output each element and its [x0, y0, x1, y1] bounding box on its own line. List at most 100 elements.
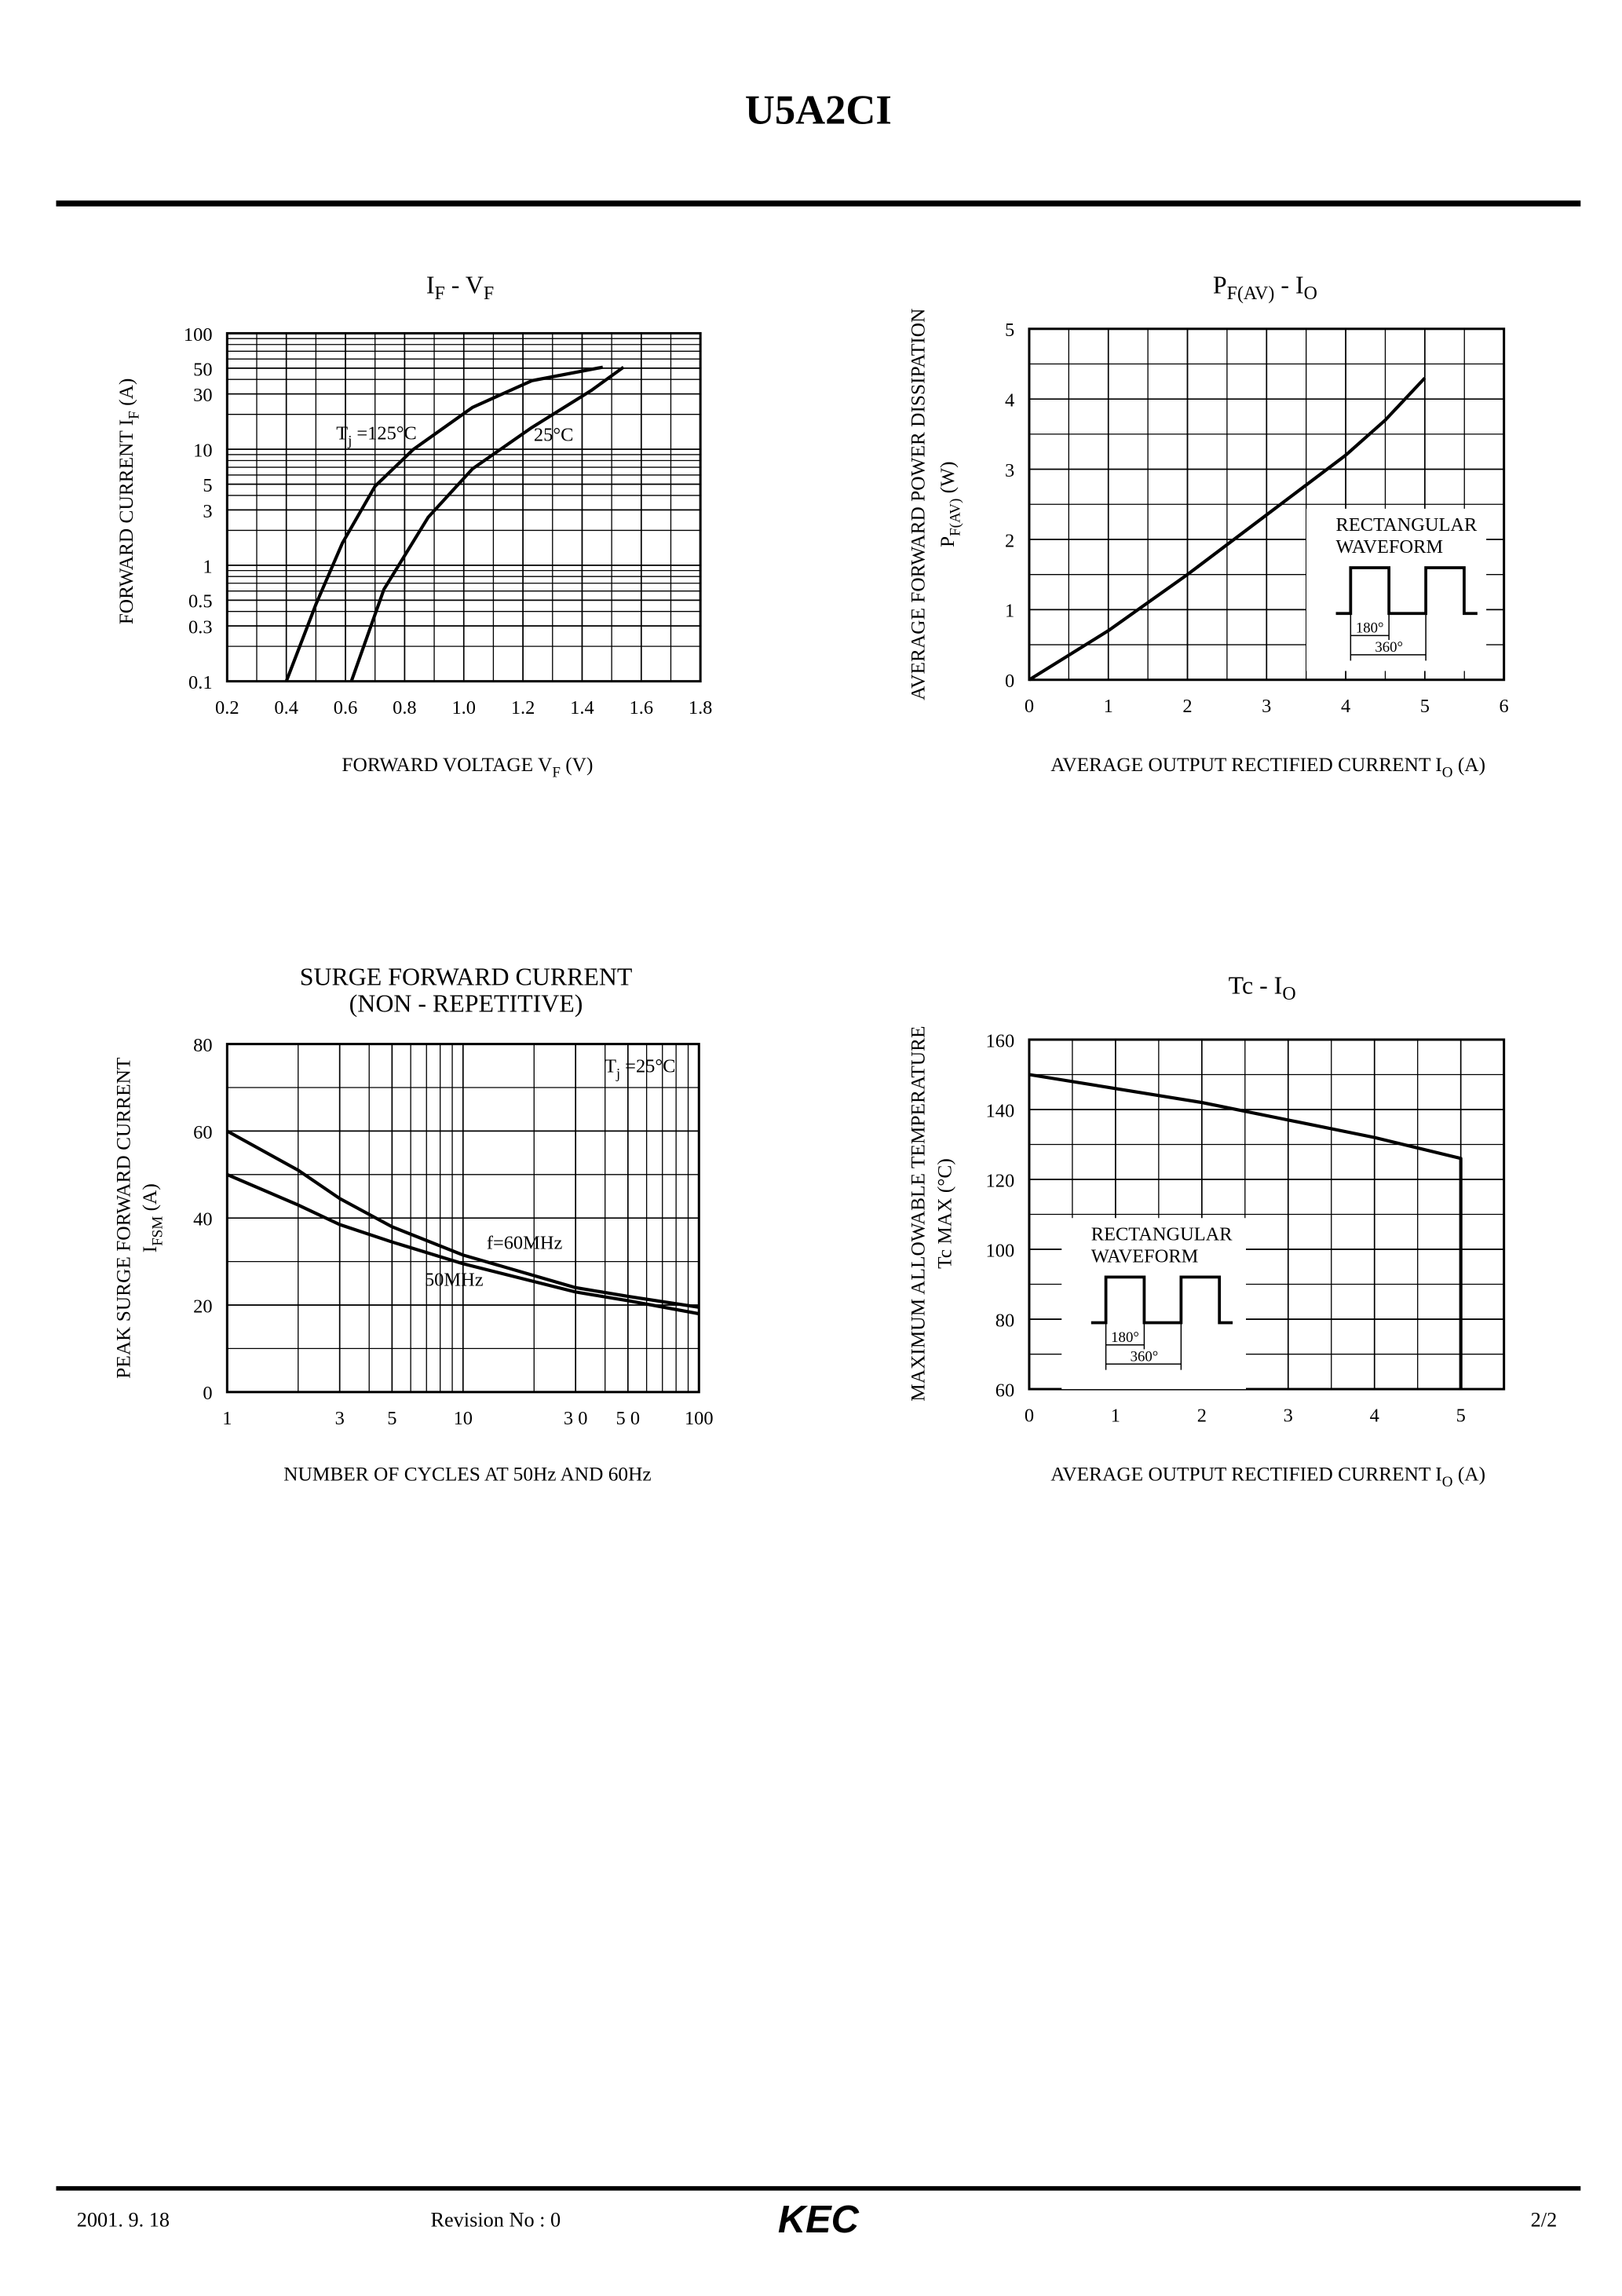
y-tick-label: 120 — [986, 1170, 1015, 1191]
x-tick-label: 100 — [685, 1408, 714, 1429]
chart-title-part: SURGE FORWARD CURRENT — [300, 963, 633, 990]
x-tick-label: 4 — [1341, 696, 1350, 717]
inset-label: 180° — [1356, 620, 1384, 637]
y-axis-label-part: (W) — [937, 462, 959, 499]
inset-text: RECTANGULAR — [1336, 514, 1478, 536]
x-axis-label: NUMBER OF CYCLES AT 50Hz AND 60Hz — [283, 1463, 651, 1485]
y-tick-label: 0.3 — [188, 617, 213, 638]
inset-label: 360° — [1375, 639, 1403, 656]
x-tick-label: 1.8 — [689, 697, 713, 718]
inset-text: RECTANGULAR — [1091, 1223, 1233, 1245]
y-tick-label: 60 — [193, 1122, 212, 1143]
y-axis-label-part: I — [139, 1246, 161, 1252]
series-label: 50MHz — [425, 1270, 484, 1291]
footer-page: 2/2 — [1531, 2209, 1558, 2232]
x-tick-label: 3 0 — [564, 1408, 588, 1429]
x-axis-label-part: (A) — [1452, 754, 1485, 776]
x-tick-label: 1.2 — [511, 697, 535, 718]
chart-title: SURGE FORWARD CURRENT — [300, 963, 633, 990]
x-axis-label-part: AVERAGE OUTPUT RECTIFIED CURRENT I — [1050, 754, 1441, 776]
curve — [226, 1172, 700, 1316]
y-tick-label: 0 — [1005, 671, 1014, 692]
x-tick-label: 1.6 — [630, 697, 654, 718]
chart-title-part: - I — [1274, 272, 1303, 299]
inset-label: 180° — [1111, 1329, 1139, 1346]
x-tick-label: 3 — [1262, 696, 1271, 717]
inset-text: WAVEFORM — [1336, 536, 1444, 558]
x-tick-label: 5 — [1420, 696, 1430, 717]
inset-text: WAVEFORM — [1091, 1246, 1199, 1267]
annotation-part: T — [605, 1055, 616, 1077]
y-tick-label: 5 — [203, 475, 212, 496]
chart-title-part: O — [1304, 283, 1317, 304]
y-tick-label: 10 — [193, 441, 212, 462]
x-tick-label: 4 — [1370, 1405, 1379, 1426]
series-label: f=60MHz — [487, 1233, 563, 1254]
dimension-lines — [1105, 1322, 1182, 1370]
x-tick-label: 3 — [1284, 1405, 1293, 1426]
series-label: 25°C — [534, 425, 573, 446]
annotation: Tj =25°C — [605, 1055, 675, 1081]
x-tick-label: 1 — [1111, 1405, 1120, 1426]
y-axis-label: AVERAGE FORWARD POWER DISSIPATION — [908, 309, 930, 700]
page-title: U5A2CI — [745, 88, 892, 133]
y-axis-label-part: PEAK SURGE FORWARD CURRENT — [112, 1057, 134, 1379]
footer-logo: KEC — [778, 2199, 860, 2241]
y-tick-label: 60 — [995, 1380, 1014, 1401]
chart: 0 1 2 3 4 5 60 80 100 120 140 160 RECTANGULARWAVEFOR… — [986, 1030, 1506, 1426]
y-tick-label: 100 — [986, 1240, 1015, 1261]
y-tick-label: 0.1 — [188, 672, 213, 693]
chart-title-part: I — [426, 272, 435, 299]
y-axis-label-part: MAXIMUM ALLOWABLE TEMPERATURE — [908, 1026, 930, 1401]
y-tick-label: 20 — [193, 1296, 212, 1317]
y-axis-label-part: F(AV) — [948, 499, 964, 536]
curve — [226, 1129, 700, 1309]
y-tick-label: 5 — [1005, 320, 1014, 341]
x-tick-label: 0.8 — [393, 697, 417, 718]
inset-background — [1306, 508, 1487, 671]
chart-title-part: (NON - REPETITIVE) — [349, 989, 583, 1017]
y-axis-label-part: AVERAGE FORWARD POWER DISSIPATION — [908, 309, 930, 700]
waveform — [1090, 1275, 1233, 1325]
plot-frame — [1028, 327, 1506, 682]
y-tick-label: 50 — [193, 359, 212, 380]
annotation-part: j — [616, 1066, 620, 1081]
x-tick-label: 6 — [1500, 696, 1509, 717]
series-label-part: 25°C — [534, 425, 573, 446]
x-axis-label-part: NUMBER OF CYCLES AT 50Hz AND 60Hz — [283, 1463, 651, 1485]
inset-background — [1061, 1218, 1247, 1390]
chart-title: IF - VF — [426, 272, 494, 305]
x-axis-label: AVERAGE OUTPUT RECTIFIED CURRENT IO (A) — [1050, 754, 1485, 781]
series-label-part: j — [347, 433, 352, 448]
chart-title-part: Tc - I — [1229, 972, 1283, 1000]
y-tick-label: 0.5 — [188, 591, 213, 612]
y-axis-label: PF(AV) (W) — [937, 462, 964, 547]
curve — [1028, 376, 1427, 682]
y-axis-label-part: FSM — [150, 1216, 166, 1246]
chart: 0.2 0.4 0.6 0.8 1.0 1.2 1.4 1.6 1.8 0.1 0.3 0.5 1 3 5 1… — [184, 324, 712, 718]
series-label-part: f=60MHz — [487, 1233, 563, 1254]
y-tick-label: 3 — [203, 501, 212, 522]
y-axis-label-part: F — [126, 411, 143, 419]
series-label-part: T — [336, 423, 348, 444]
chart-title: PF(AV) - IO — [1213, 272, 1317, 305]
x-axis-label: FORWARD VOLTAGE VF (V) — [342, 754, 593, 781]
y-axis-label-part: (A) — [139, 1183, 161, 1216]
x-tick-label: 2 — [1182, 696, 1192, 717]
y-tick-label: 40 — [193, 1209, 212, 1230]
chart-title-part: O — [1282, 984, 1295, 1004]
y-tick-label: 30 — [193, 385, 212, 406]
chart-title-part: F — [484, 283, 494, 304]
plot-frame — [225, 331, 702, 683]
x-axis-label-part: AVERAGE OUTPUT RECTIFIED CURRENT I — [1050, 1463, 1441, 1485]
x-tick-label: 0.6 — [334, 697, 358, 718]
plot-frame — [1028, 1038, 1506, 1391]
chart-title-part: - V — [445, 272, 484, 299]
y-axis-label: IFSM (A) — [139, 1183, 166, 1252]
curve — [349, 365, 625, 682]
y-tick-label: 4 — [1005, 390, 1014, 411]
y-axis-label-part: FORWARD CURRENT I — [115, 419, 137, 624]
chart: 1 3 5 10 3 0 5 0 100 0 20 40 60 80 — [193, 1035, 713, 1429]
